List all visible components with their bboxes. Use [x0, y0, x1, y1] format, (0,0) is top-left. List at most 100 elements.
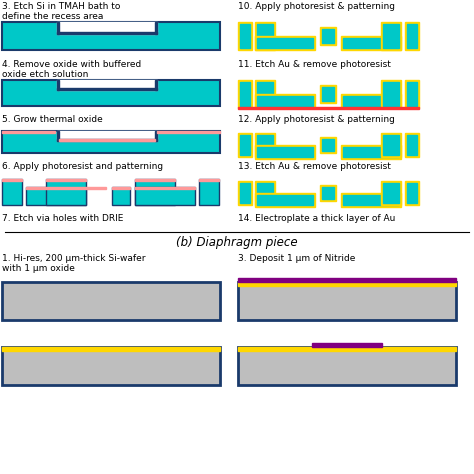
Bar [257, 183, 273, 203]
Text: 5. Grow thermal oxide: 5. Grow thermal oxide [2, 115, 103, 124]
Bar [57, 88, 157, 90]
Bar [343, 38, 399, 48]
Bar [381, 133, 401, 157]
Bar [238, 347, 456, 351]
Bar [341, 36, 401, 50]
Bar [240, 82, 250, 106]
Bar [238, 133, 252, 157]
Bar [320, 185, 336, 201]
Bar [255, 80, 275, 108]
Bar [135, 187, 195, 205]
Bar [381, 80, 401, 108]
Bar [322, 87, 334, 101]
Text: 3. Deposit 1 μm of Nitride: 3. Deposit 1 μm of Nitride [238, 254, 356, 263]
Bar [257, 96, 313, 106]
Bar [407, 183, 417, 203]
Bar [407, 24, 417, 48]
Text: 11. Etch Au & remove photoresist: 11. Etch Au & remove photoresist [238, 60, 391, 69]
Bar [257, 24, 273, 48]
Bar [322, 187, 334, 199]
Bar [57, 22, 157, 34]
Bar [57, 131, 59, 141]
Bar [343, 147, 399, 157]
Bar [57, 80, 59, 90]
Bar [238, 278, 456, 282]
Text: 7. Etch via holes with DRIE: 7. Etch via holes with DRIE [2, 214, 123, 223]
Bar [2, 179, 22, 181]
Bar [405, 133, 419, 157]
Bar [383, 24, 399, 48]
Text: 3. Etch Si in TMAH bath to
define the recess area: 3. Etch Si in TMAH bath to define the re… [2, 2, 120, 21]
Bar [320, 85, 336, 103]
Bar [407, 135, 417, 155]
Bar [383, 135, 399, 155]
Bar [155, 80, 157, 90]
Text: 6. Apply photoresist and patterning: 6. Apply photoresist and patterning [2, 162, 163, 171]
Bar [343, 96, 399, 106]
Bar [257, 135, 273, 155]
Bar [238, 347, 456, 385]
Bar [322, 29, 334, 43]
Bar [407, 82, 417, 106]
Bar [57, 80, 157, 90]
Bar [2, 22, 220, 50]
Bar [135, 187, 195, 189]
Bar [238, 282, 456, 286]
Bar [57, 22, 59, 34]
Bar [46, 179, 86, 205]
Bar [341, 94, 401, 108]
Bar [59, 139, 155, 141]
Bar [199, 179, 219, 205]
Bar [238, 22, 252, 50]
Bar [112, 187, 130, 205]
Bar [238, 107, 419, 109]
Bar [238, 181, 252, 205]
Bar [155, 22, 157, 34]
Bar [26, 187, 106, 189]
Bar [405, 181, 419, 205]
Bar [255, 94, 315, 108]
Bar [255, 22, 275, 50]
Bar [257, 147, 313, 157]
Text: 10. Apply photoresist & patterning: 10. Apply photoresist & patterning [238, 2, 395, 11]
Bar [320, 137, 336, 153]
Bar [2, 131, 55, 133]
Bar [112, 187, 130, 189]
Text: 12. Apply photoresist & patterning: 12. Apply photoresist & patterning [238, 115, 395, 124]
Bar [2, 80, 220, 106]
Bar [405, 22, 419, 50]
Bar [381, 22, 401, 50]
Bar [2, 131, 220, 153]
Text: 13. Etch Au & remove photoresist: 13. Etch Au & remove photoresist [238, 162, 391, 171]
Bar [341, 145, 401, 159]
Text: 4. Remove oxide with buffered
oxide etch solution: 4. Remove oxide with buffered oxide etch… [2, 60, 141, 80]
Bar [343, 195, 399, 205]
Bar [157, 131, 220, 133]
Bar [46, 179, 86, 181]
Bar [255, 36, 315, 50]
Bar [405, 80, 419, 108]
Bar [2, 282, 220, 320]
Bar [155, 131, 157, 141]
Bar [238, 282, 456, 320]
Bar [240, 183, 250, 203]
Bar [341, 193, 401, 207]
Bar [240, 24, 250, 48]
Bar [26, 187, 86, 205]
Bar [57, 131, 157, 141]
Bar [2, 347, 220, 385]
Bar [135, 179, 175, 181]
Bar [57, 32, 157, 34]
Bar [2, 179, 22, 205]
Bar [255, 193, 315, 207]
Bar [322, 139, 334, 151]
Text: 14. Electroplate a thick layer of Au: 14. Electroplate a thick layer of Au [238, 214, 395, 223]
Bar [199, 179, 219, 181]
Bar [255, 181, 275, 205]
Bar [257, 195, 313, 205]
Bar [257, 38, 313, 48]
Bar [255, 145, 315, 159]
Text: 1. Hi-res, 200 μm-thick Si-wafer
with 1 μm oxide: 1. Hi-res, 200 μm-thick Si-wafer with 1 … [2, 254, 146, 273]
Bar [312, 343, 382, 347]
Bar [320, 27, 336, 45]
